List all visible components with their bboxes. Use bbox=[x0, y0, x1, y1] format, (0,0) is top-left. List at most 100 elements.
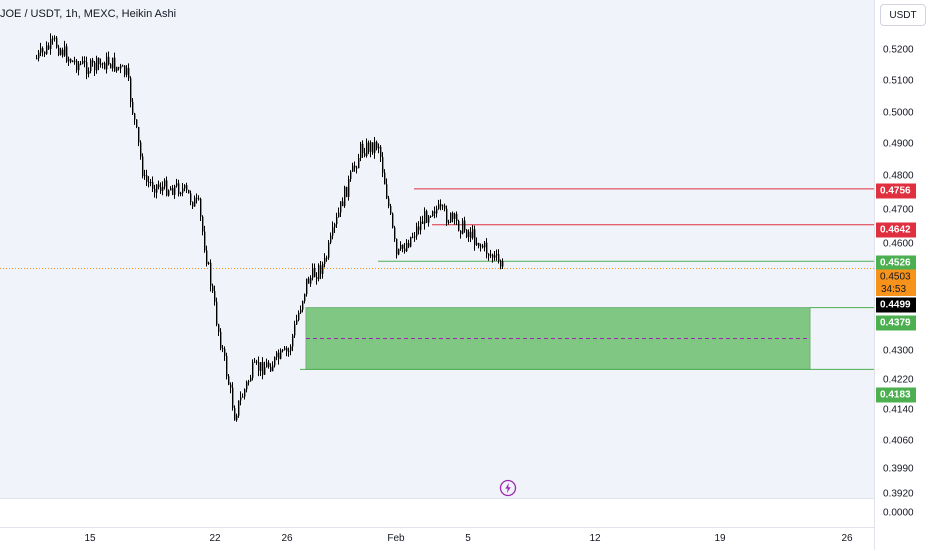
candle-body bbox=[104, 63, 106, 70]
candle-body bbox=[216, 301, 218, 325]
candle-body bbox=[440, 204, 442, 207]
candle-body bbox=[248, 381, 250, 383]
candle-body bbox=[152, 182, 154, 189]
zone-top-label[interactable]: 0.4379 bbox=[876, 315, 916, 331]
candle-body bbox=[386, 184, 388, 199]
candle-body bbox=[470, 231, 472, 239]
candle-body bbox=[274, 357, 276, 366]
price-tick: 0.4220 bbox=[883, 374, 914, 386]
price-tick: 0.3920 bbox=[883, 488, 914, 500]
currency-button[interactable]: USDT bbox=[880, 4, 926, 26]
candle-body bbox=[378, 146, 380, 149]
price-chart[interactable] bbox=[0, 0, 874, 498]
lightning-icon[interactable] bbox=[499, 479, 517, 497]
price-tick: 0.5200 bbox=[883, 44, 914, 56]
candle-body bbox=[276, 352, 278, 358]
candle-body bbox=[310, 277, 312, 284]
candle-body bbox=[46, 45, 48, 54]
bar-countdown-label: 34:53 bbox=[876, 284, 916, 296]
candle-body bbox=[58, 47, 60, 55]
candle-body bbox=[364, 153, 366, 156]
candle-body bbox=[42, 48, 44, 52]
candle-body bbox=[262, 362, 264, 375]
candle-body bbox=[404, 248, 406, 252]
candle-body bbox=[436, 208, 438, 214]
price-tick: 0.5100 bbox=[883, 75, 914, 87]
candle-body bbox=[366, 142, 368, 156]
time-axis[interactable]: 15 22 26 Feb 5 12 19 26 bbox=[0, 527, 874, 551]
chart-pane[interactable]: JOE / USDT, 1h, MEXC, Heikin Ashi bbox=[0, 0, 874, 498]
zone-bottom-label[interactable]: 0.4183 bbox=[876, 387, 916, 403]
candle-body bbox=[150, 182, 152, 184]
candle-body bbox=[294, 324, 296, 336]
candle-body bbox=[62, 49, 64, 56]
candle-body bbox=[338, 212, 340, 218]
candle-body bbox=[160, 187, 162, 191]
candle-body bbox=[64, 46, 66, 56]
candle-body bbox=[122, 65, 124, 67]
candle-body bbox=[196, 197, 198, 199]
candle-body bbox=[164, 180, 166, 187]
time-tick: 5 bbox=[465, 533, 471, 544]
symbol-title[interactable]: JOE / USDT, 1h, MEXC, Heikin Ashi bbox=[0, 8, 177, 20]
resistance-high-label[interactable]: 0.4756 bbox=[876, 183, 916, 199]
candle-body bbox=[348, 179, 350, 197]
price-tick: 0.4140 bbox=[883, 404, 914, 416]
candle-body bbox=[492, 254, 494, 258]
price-tick: 0.4600 bbox=[883, 238, 914, 250]
candle-body bbox=[210, 262, 212, 286]
resistance-mid-label[interactable]: 0.4642 bbox=[876, 222, 916, 238]
candle-body bbox=[328, 242, 330, 258]
candle-body bbox=[318, 265, 320, 280]
candle-body bbox=[416, 226, 418, 237]
candle-body bbox=[202, 216, 204, 232]
price-tick: 0.0000 bbox=[883, 507, 914, 519]
candle-body bbox=[456, 213, 458, 222]
candle-body bbox=[60, 49, 62, 55]
price-tick: 0.4700 bbox=[883, 204, 914, 216]
candle-body bbox=[158, 184, 160, 188]
candle-body bbox=[96, 57, 98, 71]
candle-body bbox=[452, 213, 454, 219]
candle-body bbox=[426, 211, 428, 223]
candle-body bbox=[446, 208, 448, 223]
candle-body bbox=[66, 46, 68, 62]
candle-body bbox=[372, 142, 374, 153]
candle-body bbox=[218, 324, 220, 332]
candle-body bbox=[302, 301, 304, 310]
price-tick: 0.4800 bbox=[883, 170, 914, 182]
candle-body bbox=[462, 220, 464, 234]
current-price-label: 0.4503 bbox=[876, 269, 916, 285]
candle-body bbox=[388, 198, 390, 207]
candle-body bbox=[496, 254, 498, 256]
candle-body bbox=[72, 60, 74, 62]
candle-body bbox=[88, 71, 90, 74]
candle-body bbox=[290, 346, 292, 351]
candle-body bbox=[40, 48, 42, 53]
candle-body bbox=[82, 60, 84, 64]
candle-body bbox=[198, 198, 200, 200]
candle-body bbox=[360, 143, 362, 159]
candle-body bbox=[194, 197, 196, 207]
candle-body bbox=[352, 165, 354, 172]
candle-body bbox=[292, 335, 294, 347]
candle-body bbox=[256, 361, 258, 363]
candle-body bbox=[336, 217, 338, 225]
candle-body bbox=[344, 186, 346, 207]
candle-body bbox=[100, 63, 102, 65]
support-line-label[interactable]: 0.4526 bbox=[876, 255, 916, 271]
candle-body bbox=[80, 63, 82, 65]
candle-body bbox=[418, 226, 420, 231]
candle-body bbox=[326, 257, 328, 259]
price-tick: 0.4060 bbox=[883, 435, 914, 447]
candle-body bbox=[402, 244, 404, 249]
candle-body bbox=[324, 257, 326, 264]
candle-body bbox=[414, 236, 416, 238]
candle-body bbox=[146, 175, 148, 182]
candle-body bbox=[268, 362, 270, 367]
candle-body bbox=[320, 265, 322, 274]
candle-body bbox=[500, 261, 502, 267]
candle-body bbox=[208, 262, 210, 265]
time-tick: Feb bbox=[387, 533, 405, 544]
candle-body bbox=[394, 227, 396, 239]
